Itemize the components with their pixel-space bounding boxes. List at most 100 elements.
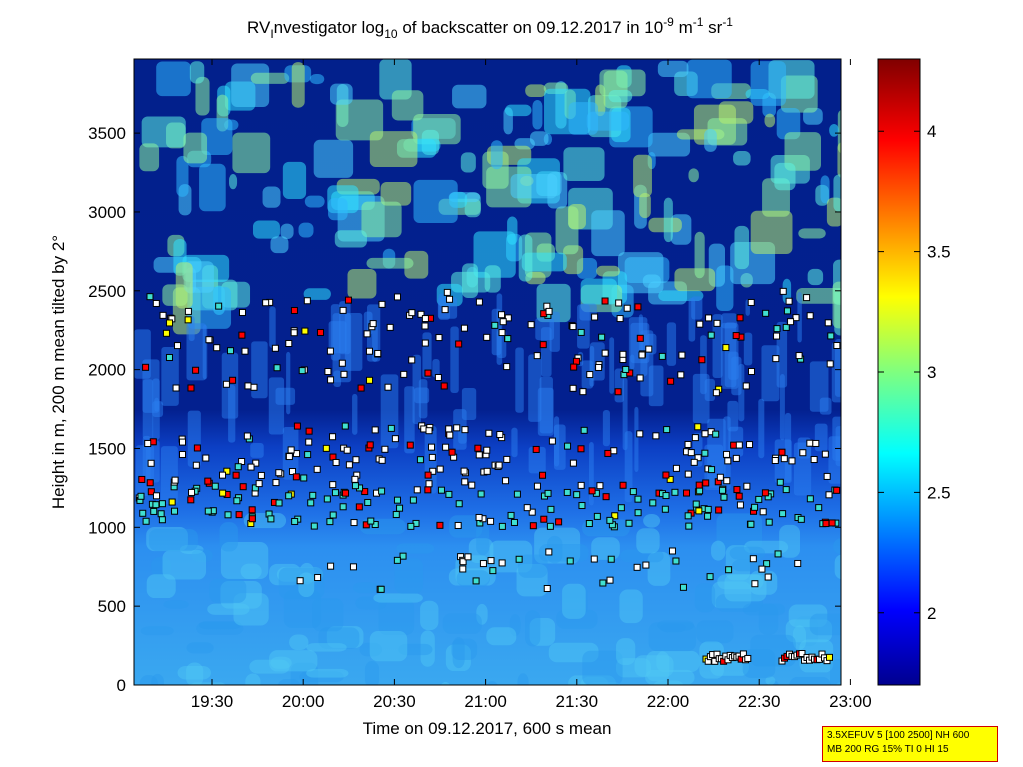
backscatter-patch [369, 131, 418, 168]
backscatter-patch [582, 650, 623, 685]
backscatter-patch [252, 220, 280, 239]
colorbar-tick-label: 3 [927, 363, 936, 382]
detection-marker [158, 516, 166, 524]
detection-marker [735, 441, 743, 449]
detection-marker [357, 384, 365, 392]
detection-marker [577, 481, 585, 489]
backscatter-patch [663, 197, 673, 243]
detection-marker [479, 560, 487, 568]
detection-marker [184, 307, 192, 315]
detection-marker [585, 520, 593, 528]
detection-marker [407, 522, 415, 530]
backscatter-streak [221, 352, 239, 419]
detection-marker [563, 488, 571, 496]
detection-marker [188, 488, 196, 496]
backscatter-patch [532, 100, 543, 130]
detection-marker [733, 486, 741, 494]
backscatter-patch [779, 524, 801, 558]
backscatter-streak [648, 365, 664, 407]
detection-marker [678, 351, 686, 359]
detection-marker [251, 484, 259, 492]
backscatter-patch [707, 118, 748, 146]
backscatter-patch [452, 636, 465, 669]
detection-marker [503, 363, 511, 371]
detection-marker [785, 297, 793, 305]
detection-marker [730, 441, 738, 449]
backscatter-patch [835, 681, 841, 685]
detection-marker [147, 488, 155, 496]
backscatter-patch [608, 90, 633, 103]
backscatter-patch [765, 676, 776, 685]
detection-marker [355, 503, 363, 511]
detection-marker [362, 521, 370, 529]
detection-marker [443, 288, 451, 296]
detection-marker [619, 350, 627, 358]
backscatter-streak [496, 329, 507, 359]
backscatter-patch [233, 593, 269, 626]
backscatter-patch [830, 659, 841, 685]
detection-marker [779, 510, 787, 518]
detection-marker [759, 508, 767, 516]
detection-marker [364, 498, 372, 506]
backscatter-patch [139, 675, 158, 685]
backscatter-patch [473, 231, 516, 278]
backscatter-patch [280, 223, 294, 240]
detection-marker [667, 377, 675, 385]
detection-marker [421, 315, 429, 323]
detection-marker [454, 521, 462, 529]
y-tick-label: 3000 [88, 203, 126, 222]
detection-marker [475, 513, 483, 521]
detection-marker [662, 471, 670, 479]
detection-marker [742, 382, 750, 390]
backscatter-patch [347, 268, 377, 299]
chart-title: RVInvestigator log10 of backscatter on 0… [247, 15, 733, 41]
detection-marker [293, 450, 301, 458]
detection-marker [436, 465, 444, 473]
detection-marker [487, 517, 495, 525]
backscatter-patch [596, 265, 620, 277]
detection-marker [425, 480, 433, 488]
detection-marker [255, 480, 263, 488]
detection-marker [715, 506, 723, 514]
backscatter-patch [276, 566, 324, 582]
detection-marker [285, 453, 293, 461]
detection-marker [243, 432, 251, 440]
backscatter-streak [432, 358, 440, 378]
backscatter-streak [577, 304, 590, 349]
detection-marker [211, 482, 219, 490]
detection-marker [247, 463, 255, 471]
detection-marker [386, 323, 394, 331]
y-axis: 0 500 1000 1500 2000 2500 3000 3500 [88, 124, 841, 695]
detection-marker [144, 439, 152, 447]
detection-marker [625, 519, 633, 527]
backscatter-patch [262, 186, 281, 208]
detection-marker [371, 426, 379, 434]
backscatter-patch [509, 614, 521, 637]
detection-marker [436, 521, 444, 529]
backscatter-patch [309, 73, 325, 85]
detection-marker [590, 555, 598, 563]
backscatter-patch [620, 549, 664, 563]
detection-marker [694, 454, 702, 462]
detection-marker [489, 567, 497, 575]
backscatter-patch [525, 84, 547, 98]
backscatter-patch [220, 581, 262, 609]
detection-marker [408, 309, 416, 317]
backscatter-patch [219, 522, 238, 552]
backscatter-patch [568, 675, 616, 685]
info-line-2: MB 200 RG 15% TI 0 HI 15 [827, 744, 949, 755]
detection-marker [502, 477, 510, 485]
detection-marker [720, 493, 728, 501]
detection-marker [601, 297, 609, 305]
backscatter-patch [209, 578, 247, 603]
detection-marker [595, 363, 603, 371]
detection-marker [533, 352, 541, 360]
detection-marker [341, 422, 349, 430]
backscatter-patch [398, 643, 433, 656]
detection-marker [223, 467, 231, 475]
detection-marker [267, 515, 275, 523]
backscatter-patch [568, 204, 586, 230]
x-axis: 19:30 20:00 20:30 21:00 21:30 22:00 22:30 23:00 [191, 59, 872, 711]
detection-marker [219, 471, 227, 479]
detection-marker [773, 325, 781, 333]
